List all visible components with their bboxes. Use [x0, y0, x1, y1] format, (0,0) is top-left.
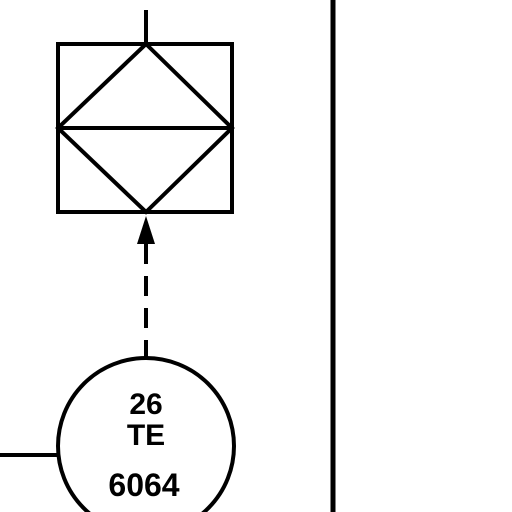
instrument-function-code: TE — [127, 419, 165, 452]
instrument-bubble — [56, 356, 236, 512]
diamond-symbol — [55, 41, 235, 215]
instrument-loop-number: 6064 — [108, 467, 179, 503]
signal-arrowhead — [137, 216, 155, 244]
instrument-tag-number: 26 — [129, 388, 162, 421]
